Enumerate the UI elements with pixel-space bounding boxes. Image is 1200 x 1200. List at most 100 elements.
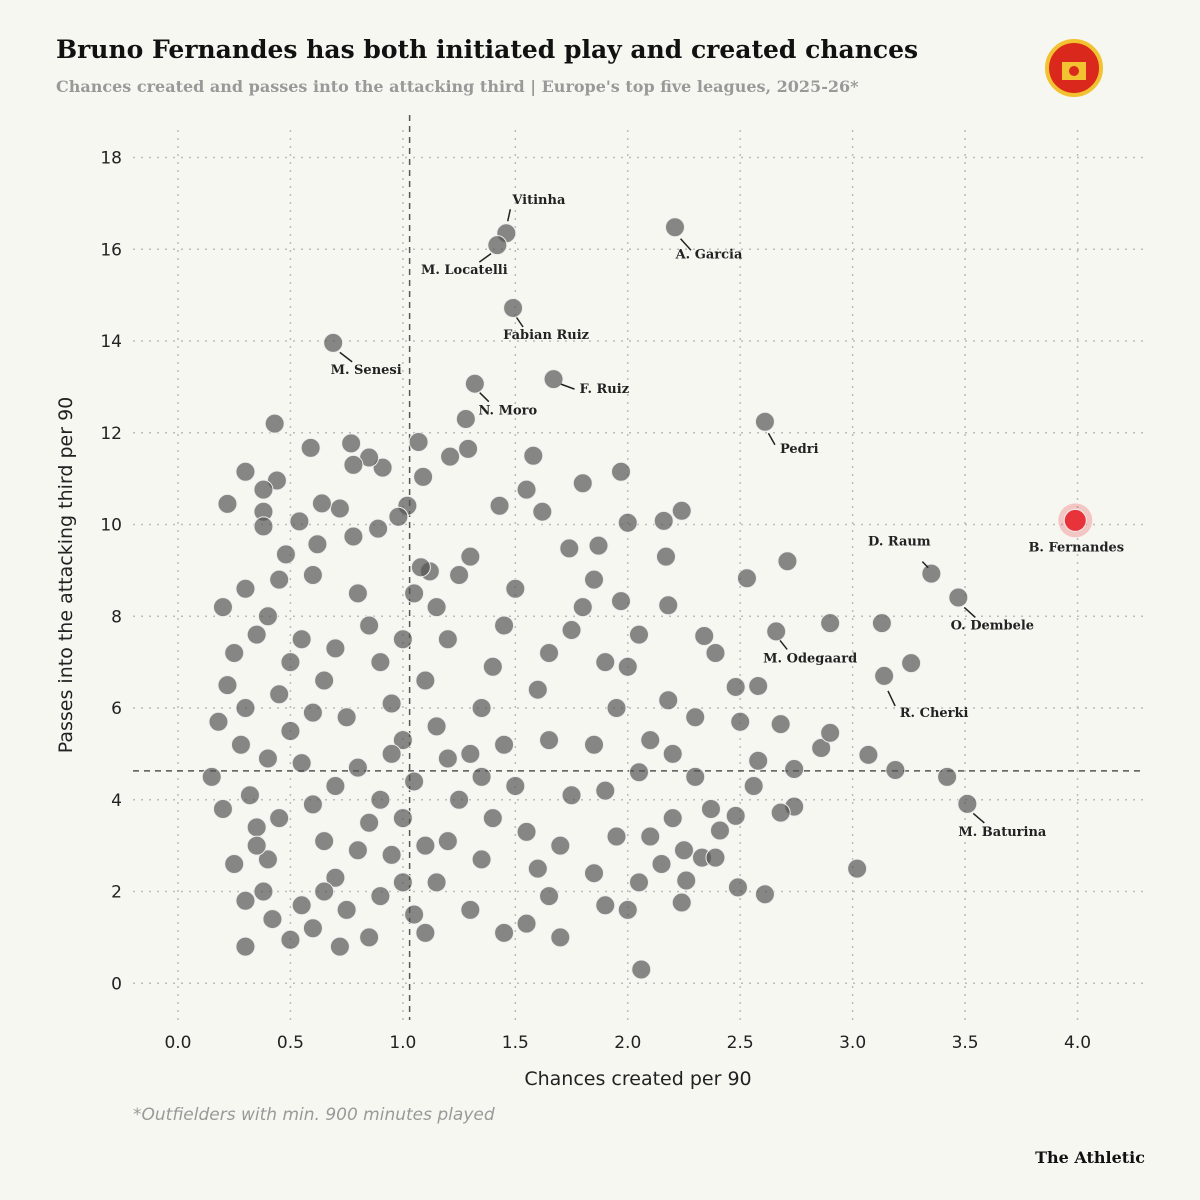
data-point <box>561 620 582 641</box>
data-point <box>307 534 328 555</box>
data-point <box>253 516 274 537</box>
data-point <box>336 707 357 728</box>
data-point <box>392 730 413 751</box>
data-point <box>325 867 346 888</box>
data-point <box>269 569 290 590</box>
data-point <box>437 629 458 650</box>
y-tick-label: 4 <box>111 791 122 811</box>
data-point <box>246 624 267 645</box>
data-point <box>359 812 380 833</box>
data-point <box>505 776 526 797</box>
data-point <box>595 780 616 801</box>
data-point <box>300 437 321 458</box>
data-point <box>629 762 649 783</box>
data-point <box>770 714 791 735</box>
data-point <box>253 881 274 902</box>
data-point <box>201 766 222 787</box>
data-point <box>550 927 571 948</box>
leader-line <box>479 392 490 403</box>
data-point <box>727 877 748 898</box>
data-point <box>588 535 609 556</box>
data-point <box>392 808 413 829</box>
data-point <box>325 638 346 659</box>
data-point <box>404 771 425 792</box>
data-point <box>329 498 350 519</box>
data-point <box>527 679 548 700</box>
data-point <box>617 899 638 920</box>
data-point <box>291 753 312 774</box>
data-point <box>539 642 560 663</box>
data-point <box>314 831 335 852</box>
data-point <box>766 621 787 642</box>
x-tick-label: 0.0 <box>164 1033 191 1053</box>
data-point <box>885 759 906 780</box>
data-point <box>685 707 706 728</box>
x-tick-label: 4.0 <box>1064 1033 1091 1053</box>
point-label: M. Baturina <box>958 825 1047 840</box>
data-point <box>505 578 526 599</box>
data-point <box>901 653 922 674</box>
point-label: Vitinha <box>511 193 566 208</box>
data-point <box>664 217 685 238</box>
data-point <box>631 959 652 980</box>
data-point <box>372 457 393 478</box>
data-point <box>539 730 560 751</box>
data-point <box>655 546 676 567</box>
leader-line <box>515 317 524 328</box>
data-point <box>426 597 447 618</box>
data-point <box>725 805 746 826</box>
brand: The Athletic <box>1035 1148 1145 1167</box>
data-point <box>532 501 553 522</box>
point-label: Pedri <box>780 442 819 457</box>
data-point <box>291 629 312 650</box>
data-point <box>239 785 260 806</box>
data-point <box>543 369 564 390</box>
data-point <box>302 565 323 585</box>
data-point <box>230 734 251 755</box>
data-point <box>662 808 683 829</box>
leader-line <box>478 253 492 263</box>
data-point <box>264 413 285 434</box>
x-tick-label: 3.0 <box>839 1033 866 1053</box>
data-point <box>275 544 296 565</box>
data-point <box>347 583 368 604</box>
data-point <box>482 656 503 677</box>
data-point <box>437 831 458 852</box>
data-point <box>257 606 278 627</box>
data-point <box>658 595 679 616</box>
data-point <box>235 461 256 482</box>
data-point <box>595 652 616 673</box>
data-point <box>246 817 267 838</box>
data-point <box>611 591 632 612</box>
point-label: N. Moro <box>478 404 537 419</box>
data-point <box>606 826 627 847</box>
data-point <box>289 511 310 532</box>
y-tick-label: 2 <box>111 883 122 903</box>
y-tick-label: 12 <box>100 424 122 444</box>
data-point <box>381 844 402 865</box>
data-point <box>280 652 301 673</box>
point-label: F. Ruiz <box>580 382 630 397</box>
data-point <box>269 808 290 829</box>
data-point <box>235 698 256 719</box>
data-point <box>381 743 402 764</box>
data-point <box>217 493 238 514</box>
data-point <box>458 438 479 459</box>
leader-line <box>680 238 692 251</box>
data-point <box>408 431 429 452</box>
data-point <box>341 433 362 454</box>
data-point <box>539 886 560 907</box>
data-point <box>460 743 481 764</box>
data-point <box>617 656 638 677</box>
leader-line <box>506 209 512 222</box>
data-point <box>291 895 312 916</box>
data-point <box>460 899 481 920</box>
data-point <box>415 835 436 856</box>
x-tick-label: 2.5 <box>727 1033 754 1053</box>
data-point <box>212 597 233 618</box>
data-point <box>937 766 958 787</box>
data-point <box>673 840 694 861</box>
data-point <box>653 510 674 531</box>
data-point <box>685 766 706 787</box>
